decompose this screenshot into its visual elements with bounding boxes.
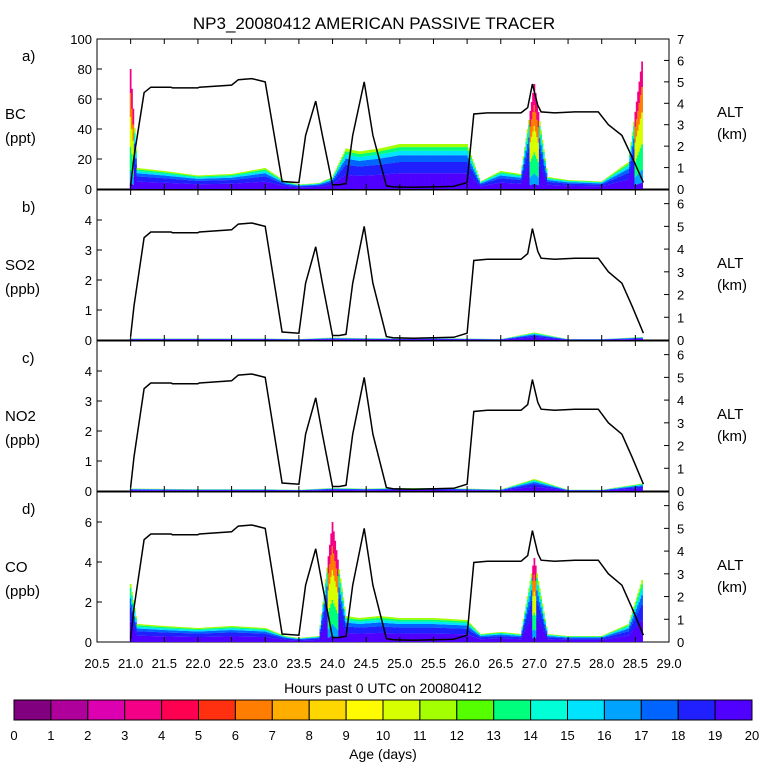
tracer-age-column <box>473 165 475 167</box>
tracer-age-column <box>478 179 480 180</box>
tracer-age-column <box>543 152 545 155</box>
alt-tick-label: 0 <box>677 182 684 197</box>
alt-label: ALT <box>717 255 743 272</box>
tracer-age-column <box>474 167 476 169</box>
tracer-age-column <box>641 87 643 113</box>
tracer-age-column <box>468 148 470 151</box>
tracer-age-column <box>641 338 643 339</box>
y-tick-label: 40 <box>78 122 92 137</box>
tracer-age-column <box>275 175 277 176</box>
alt-tick-label: 7 <box>677 32 684 47</box>
tracer-age-column <box>466 144 468 147</box>
alt-tick-label: 4 <box>677 242 684 257</box>
tracer-age-column <box>474 168 476 170</box>
alt-tick-label: 3 <box>677 265 684 280</box>
y-tick-label: 80 <box>78 62 92 77</box>
panel-frame <box>97 341 669 491</box>
tracer-age-column <box>641 113 643 145</box>
alt-tick-label: 1 <box>677 161 684 176</box>
tracer-age-column <box>476 172 478 174</box>
units-label: (ppb) <box>5 281 40 298</box>
y-tick-label: 2 <box>85 273 92 288</box>
panel-a: 0 20 40 60 80 100 0 1 2 3 4 5 6 7 a) BC (ppt) ALT (km) <box>5 32 747 197</box>
tracer-age-column <box>472 159 474 161</box>
y-tick-label: 0 <box>85 333 92 348</box>
panel-letter: a) <box>22 48 35 65</box>
tracer-age-column <box>542 140 544 143</box>
alt-tick-label: 5 <box>677 75 684 90</box>
tracer-age-column <box>546 168 548 169</box>
alt-tick-label: 6 <box>677 53 684 68</box>
y-tick-label: 0 <box>85 182 92 197</box>
tracer-age-column <box>134 137 136 143</box>
species-label: BC <box>5 106 26 123</box>
tracer-age-column <box>641 339 643 340</box>
tracer-age-column <box>134 133 136 138</box>
y-tick-label: 3 <box>85 243 92 258</box>
tracer-age-column <box>544 158 546 160</box>
tracer-age-column <box>477 174 479 175</box>
alt-tick-label: 3 <box>677 118 684 133</box>
alt-tick-label: 1 <box>677 310 684 325</box>
chart-title: NP3_20080412 AMERICAN PASSIVE TRACER <box>193 14 555 33</box>
panel-letter: b) <box>22 199 35 216</box>
y-tick-label: 100 <box>70 32 92 47</box>
tracer-age-column <box>276 176 278 177</box>
tracer-age-column <box>544 161 546 163</box>
tracer-age-column <box>546 173 548 176</box>
y-tick-label: 60 <box>78 92 92 107</box>
tracer-age-column <box>135 154 137 158</box>
tracer-age-column <box>544 163 546 166</box>
panel-frame <box>97 190 669 340</box>
tracer-age-column <box>539 121 541 126</box>
y-tick-label: 20 <box>78 152 92 167</box>
alt-tick-label: 4 <box>677 96 684 111</box>
tracer-age-column <box>546 169 548 171</box>
tracer-age-column <box>641 183 643 189</box>
tracer-age-column <box>540 135 542 140</box>
species-label: SO2 <box>5 257 35 274</box>
tracer-age-column <box>473 163 475 165</box>
tracer-age-column <box>540 131 542 135</box>
tracer-age-column <box>274 174 276 175</box>
y-tick-label: 1 <box>85 303 92 318</box>
tracer-age-column <box>641 144 643 170</box>
panels-layer: 02040608010001234567a)BC(ppt)ALT(km)0123… <box>5 32 747 671</box>
tracer-age-column <box>131 89 133 109</box>
alt-tick-label: 6 <box>677 197 684 212</box>
y-tick-label: 4 <box>85 213 92 228</box>
tracer-age-column <box>132 109 134 125</box>
alt-units-label: (km) <box>717 277 747 294</box>
tracer-age-column <box>478 179 480 180</box>
alt-tick-label: 5 <box>677 219 684 234</box>
alt-tick-label: 0 <box>677 333 684 348</box>
tracer-age-column <box>543 149 545 152</box>
tracer-age-column <box>135 158 137 164</box>
tracer-age-column <box>477 176 479 178</box>
tracer-age-column <box>478 178 480 179</box>
tracer-age-column <box>470 155 472 157</box>
tracer-age-column <box>279 178 281 179</box>
alt-tick-label: 2 <box>677 288 684 303</box>
tracer-age-column <box>542 143 544 147</box>
panel-b: 0 1 2 3 4 0 1 2 3 4 5 6 b) SO2 (ppb) ALT (km) <box>5 190 747 348</box>
tracer-age-column <box>546 171 548 173</box>
tracer-age-column <box>477 175 479 176</box>
alt-label: ALT <box>717 104 743 121</box>
tracer-age-column <box>641 62 643 88</box>
units-label: (ppt) <box>5 130 36 147</box>
alt-units-label: (km) <box>717 126 747 143</box>
tracer-age-column <box>476 170 478 171</box>
tracer-age-column <box>278 177 280 178</box>
alt-tick-label: 2 <box>677 139 684 154</box>
tracer-age-column <box>134 128 136 132</box>
